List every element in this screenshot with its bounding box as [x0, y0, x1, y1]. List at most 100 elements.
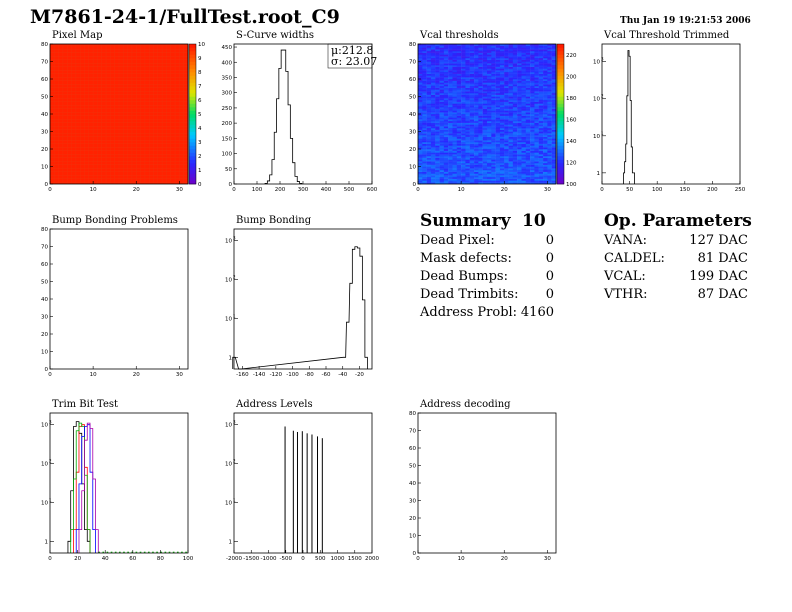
vcal-cell	[512, 101, 518, 104]
vcal-cell	[504, 51, 509, 53]
vcal-cell	[543, 171, 548, 174]
y-tick-label: 80	[409, 411, 416, 417]
vcal-cell	[418, 157, 423, 160]
vcal-cell	[504, 70, 509, 73]
vcal-cell	[469, 96, 475, 99]
vcal-cell	[465, 54, 470, 57]
palette-tick-label: 7	[198, 84, 202, 90]
vcal-cell	[418, 150, 423, 153]
vcal-cell	[517, 51, 522, 53]
vcal-cell	[512, 126, 518, 129]
vcal-cell	[443, 61, 449, 64]
vcal-cell	[495, 100, 501, 102]
vcal-cell	[517, 164, 522, 167]
palette-cell	[557, 149, 564, 153]
vcal-cell	[452, 73, 458, 76]
vcal-cell	[456, 58, 462, 60]
vcal-cell	[499, 117, 505, 120]
vcal-cell	[465, 114, 470, 116]
vcal-cell	[443, 138, 449, 141]
vcal-cell	[465, 52, 470, 55]
palette-tick-label: 120	[566, 160, 577, 166]
vcal-cell	[538, 98, 544, 101]
vcal-cell	[504, 166, 509, 169]
vcal-cell	[418, 110, 423, 113]
y-tick-label: 30	[409, 499, 416, 505]
vcal-cell	[461, 108, 466, 111]
vcal-cell	[538, 73, 544, 76]
vcal-cell	[426, 131, 432, 134]
vcal-cell	[551, 112, 557, 115]
vcal-cell	[538, 75, 544, 78]
vcal-cell	[469, 61, 475, 64]
vcal-cell	[465, 115, 470, 118]
vcal-cell	[525, 121, 531, 123]
y-tick-label: 40	[409, 112, 416, 118]
vcal-cell	[495, 68, 501, 71]
vcal-cell	[435, 86, 440, 88]
vcal-cell	[512, 96, 518, 99]
vcal-cell	[512, 171, 518, 174]
vcal-cell	[461, 98, 466, 101]
vcal-cell	[487, 122, 492, 125]
vcal-cell	[538, 142, 544, 144]
palette-cell	[189, 177, 196, 181]
vcal-cell	[469, 157, 475, 160]
vcal-cell	[469, 161, 475, 164]
vcal-cell	[435, 152, 440, 155]
vcal-cell	[465, 126, 470, 129]
vcal-cell	[469, 89, 475, 92]
vcal-cell	[448, 119, 453, 122]
palette-tick-label: 140	[566, 139, 577, 145]
vcal-cell	[538, 58, 544, 60]
vcal-cell	[482, 66, 488, 69]
vcal-cell	[439, 136, 445, 139]
vcal-cell	[543, 156, 548, 158]
vcal-cell	[517, 124, 522, 127]
trim-bit-series-3	[75, 424, 96, 553]
vcal-cell	[491, 131, 496, 134]
vcal-cell	[504, 164, 509, 167]
vcal-cell	[521, 70, 527, 73]
vcal-cell	[456, 145, 462, 148]
x-tick-label: 0	[416, 187, 420, 193]
vcal-cell	[499, 82, 505, 85]
vcal-cell	[530, 168, 535, 171]
vcal-cell	[469, 91, 475, 94]
vcal-cell	[499, 51, 505, 53]
vcal-cell	[495, 72, 501, 74]
vcal-cell	[439, 173, 445, 176]
vcal-cell	[435, 108, 440, 111]
y-tick-label: 0	[45, 182, 49, 188]
vcal-cell	[448, 149, 453, 151]
vcal-cell	[508, 135, 514, 137]
y-tick-label: 10	[225, 278, 232, 284]
vcal-cell	[491, 80, 496, 83]
vcal-cell	[547, 150, 552, 153]
vcal-cell	[469, 45, 475, 48]
vcal-cell	[430, 175, 436, 178]
vcal-cell	[422, 54, 427, 57]
vcal-cell	[517, 105, 522, 108]
vcal-cell	[469, 82, 475, 85]
vcal-cell	[551, 44, 557, 46]
vcal-cell	[530, 73, 535, 76]
vcal-cell	[430, 68, 436, 71]
vcal-cell	[491, 145, 496, 148]
vcal-cell	[534, 82, 539, 85]
y-tick-label: 20	[409, 516, 416, 522]
vcal-cell	[465, 150, 470, 153]
timestamp: Thu Jan 19 19:21:53 2006	[620, 16, 751, 26]
vcal-cell	[435, 51, 440, 53]
y-tick-label: 50	[41, 95, 48, 101]
vcal-cell	[422, 122, 427, 125]
vcal-cell	[465, 171, 470, 174]
panel-title-address-levels: Address Levels	[236, 399, 313, 410]
vcal-cell	[495, 149, 501, 151]
vcal-cell	[426, 75, 432, 78]
plot-frame	[49, 228, 189, 370]
vcal-cell	[443, 94, 449, 97]
vcal-cell	[508, 98, 514, 101]
vcal-cell	[517, 54, 522, 57]
vcal-cell	[547, 152, 552, 155]
